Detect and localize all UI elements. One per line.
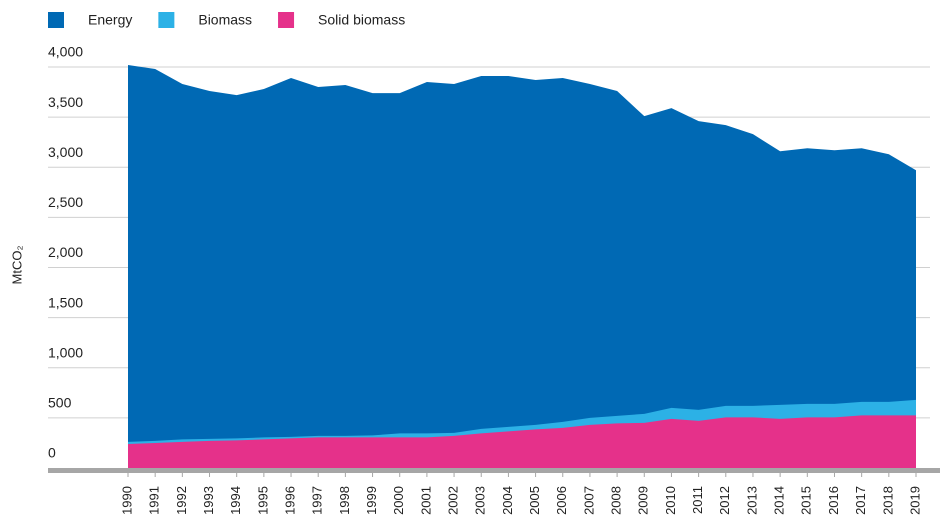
y-tick-label: 500 (48, 395, 72, 411)
legend-label: Energy (88, 12, 132, 28)
x-axis (48, 468, 940, 473)
y-axis-label: MtCO₂ (9, 246, 24, 285)
x-tick-label: 1998 (337, 486, 352, 515)
y-tick-label: 1,500 (48, 294, 83, 310)
x-tick-label: 2008 (609, 486, 624, 515)
x-tick-label: 2001 (418, 486, 433, 515)
area (128, 415, 916, 468)
x-tick-label: 2010 (663, 486, 678, 515)
x-tick-label: 1993 (201, 486, 216, 515)
area (128, 64, 916, 469)
legend-swatch (158, 12, 175, 28)
x-tick-label: 1994 (228, 486, 243, 515)
x-tick-label: 2015 (799, 486, 814, 515)
x-tick-label: 2017 (853, 486, 868, 515)
x-tick-label: 2011 (690, 486, 705, 514)
x-tick-label: 2006 (554, 486, 569, 515)
y-tick-label: 3,500 (48, 94, 83, 110)
legend-label: Biomass (198, 12, 252, 28)
y-tick-label: 3,000 (48, 144, 83, 160)
x-tick-label: 1992 (174, 486, 189, 515)
x-tick-label: 2007 (581, 486, 596, 515)
x-tick-label: 2013 (744, 486, 759, 515)
x-tick-label: 1991 (147, 486, 162, 515)
legend-swatch (278, 12, 295, 28)
x-tick-label: 2000 (391, 486, 406, 515)
y-tick-label: 1,000 (48, 344, 83, 360)
x-tick-label: 1995 (255, 486, 270, 515)
y-tick-label: 4,000 (48, 44, 83, 60)
x-tick-label: 2002 (446, 486, 461, 515)
x-tick-label: 2009 (636, 486, 651, 515)
x-tick-label: 2014 (772, 486, 787, 515)
x-tick-label: 1997 (310, 486, 325, 515)
x-tick-label: 1996 (282, 486, 297, 515)
x-tick-label: 2004 (500, 486, 515, 515)
x-tick-label: 2012 (717, 486, 732, 515)
x-tick-label: 1990 (119, 486, 134, 515)
legend-label: Solid biomass (318, 12, 405, 28)
y-tick-label: 2,000 (48, 244, 83, 260)
y-tick-label: 0 (48, 445, 56, 461)
x-tick-label: 2016 (826, 486, 841, 515)
x-tick-label: 2019 (907, 486, 922, 515)
y-tick-label: 2,500 (48, 194, 83, 210)
x-tick-label: 1999 (364, 486, 379, 515)
x-tick-label: 2003 (473, 486, 488, 515)
x-tick-label: 2018 (880, 486, 895, 515)
legend-swatch (48, 12, 64, 28)
x-tick-label: 2005 (527, 486, 542, 515)
